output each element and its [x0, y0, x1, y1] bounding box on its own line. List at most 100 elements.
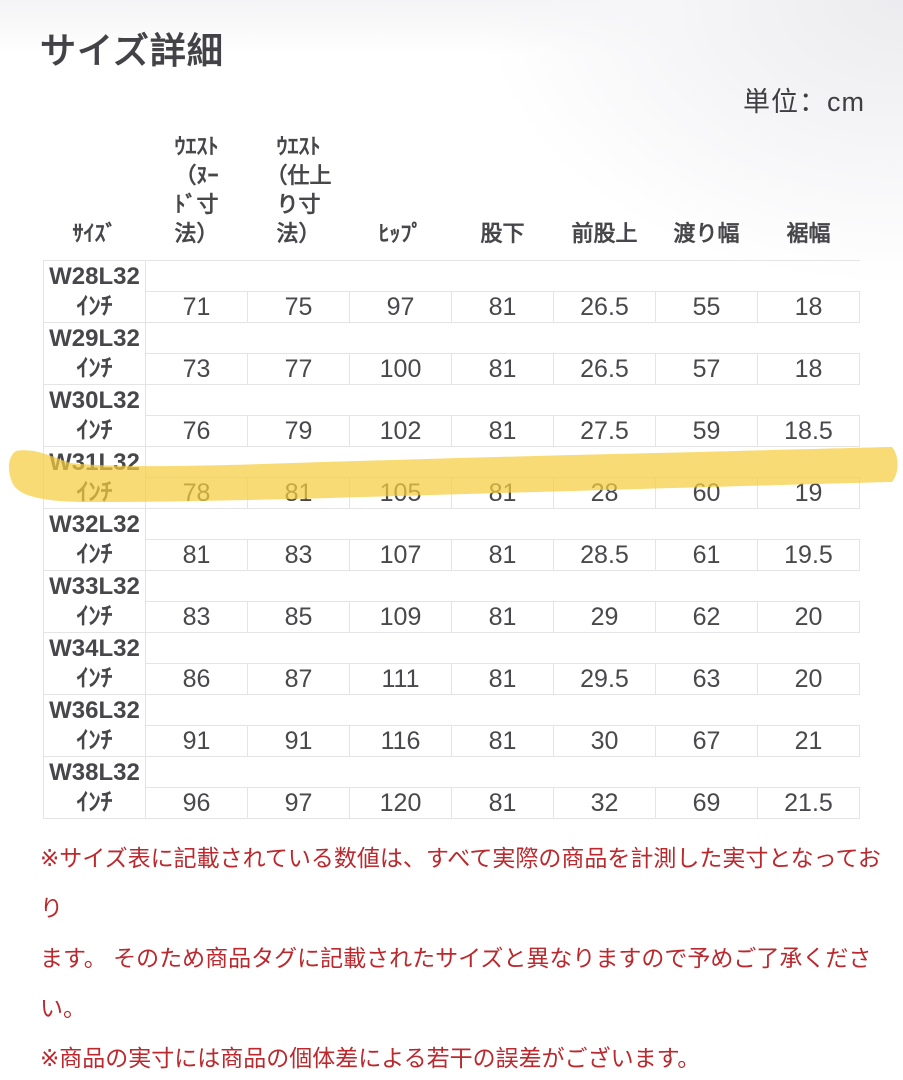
spacer-cell	[247, 570, 350, 602]
size-row: W30L32 ｲﾝﾁ	[43, 384, 860, 447]
spacer-cell	[553, 446, 656, 478]
spacer-cell	[349, 322, 452, 354]
size-row: W32L32 ｲﾝﾁ	[43, 508, 860, 571]
spacer-cell	[655, 446, 758, 478]
spacer-cell	[247, 632, 350, 664]
column-header: ｳｴｽﾄ （仕上 り寸 法）	[265, 134, 332, 246]
spacer-cell	[349, 694, 452, 726]
size-cell: W28L32 ｲﾝﾁ	[43, 260, 146, 323]
spacer-cell	[655, 322, 758, 354]
spacer-cell	[349, 260, 452, 292]
value-cell: 81	[451, 663, 554, 695]
spacer-cell	[655, 632, 758, 664]
spacer-cell	[349, 570, 452, 602]
value-cell: 85	[247, 601, 350, 633]
spacer-cell	[655, 756, 758, 788]
value-cell: 29.5	[553, 663, 656, 695]
value-cell: 60	[655, 477, 758, 509]
value-cell: 69	[655, 787, 758, 819]
value-cell: 105	[349, 477, 452, 509]
value-cell: 21	[757, 725, 860, 757]
spacer-cell	[553, 260, 656, 292]
spacer-cell	[247, 756, 350, 788]
size-row: W29L32 ｲﾝﾁ	[43, 322, 860, 385]
value-cell: 83	[247, 539, 350, 571]
value-cell: 81	[145, 539, 248, 571]
spacer-cell	[247, 260, 350, 292]
spacer-cell	[655, 508, 758, 540]
size-cell: W33L32 ｲﾝﾁ	[43, 570, 146, 633]
value-cell: 107	[349, 539, 452, 571]
spacer-cell	[247, 384, 350, 416]
size-row: W31L32 ｲﾝﾁ	[43, 446, 860, 509]
value-cell: 81	[451, 353, 554, 385]
value-cell: 87	[247, 663, 350, 695]
spacer-cell	[757, 570, 860, 602]
size-values-row: 73 77 100 81 26.5 57 18	[44, 353, 860, 385]
size-row: W36L32 ｲﾝﾁ	[43, 694, 860, 757]
spacer-cell	[145, 756, 248, 788]
spacer-cell	[553, 694, 656, 726]
spacer-cell	[145, 446, 248, 478]
spacer-cell	[757, 508, 860, 540]
value-cell: 120	[349, 787, 452, 819]
spacer-cell	[451, 756, 554, 788]
size-cell: W38L32 ｲﾝﾁ	[43, 756, 146, 819]
value-cell: 59	[655, 415, 758, 447]
size-cell: W30L32 ｲﾝﾁ	[43, 384, 146, 447]
value-cell: 67	[655, 725, 758, 757]
value-cell: 81	[451, 787, 554, 819]
size-table: ｻｲｽﾞ ｳｴｽﾄ （ﾇｰ ﾄﾞ寸 法） ｳｴｽﾄ （仕上 り寸 法） ﾋｯﾌﾟ 股下 前…	[43, 128, 860, 819]
spacer-cell	[247, 694, 350, 726]
spacer-cell	[553, 508, 656, 540]
spacer-cell	[349, 446, 452, 478]
value-cell: 71	[145, 291, 248, 323]
page-title: サイズ詳細	[40, 30, 224, 71]
value-cell: 81	[451, 477, 554, 509]
spacer-cell	[145, 322, 248, 354]
size-values-row: 91 91 116 81 30 67 21	[44, 725, 860, 757]
value-cell: 29	[553, 601, 656, 633]
size-cell: W32L32 ｲﾝﾁ	[43, 508, 146, 571]
spacer-cell	[655, 694, 758, 726]
value-cell: 63	[655, 663, 758, 695]
value-cell: 81	[451, 725, 554, 757]
value-cell: 20	[757, 601, 860, 633]
value-cell: 28.5	[553, 539, 656, 571]
value-cell: 73	[145, 353, 248, 385]
size-cell: W29L32 ｲﾝﾁ	[43, 322, 146, 385]
table-header-row: ｻｲｽﾞ ｳｴｽﾄ （ﾇｰ ﾄﾞ寸 法） ｳｴｽﾄ （仕上 り寸 法） ﾋｯﾌﾟ 股下 前…	[44, 128, 860, 261]
value-cell: 75	[247, 291, 350, 323]
spacer-cell	[757, 322, 860, 354]
spacer-cell	[451, 632, 554, 664]
spacer-cell	[757, 632, 860, 664]
note-paragraph: ※サイズ表に記載されている数値は、すべて実際の商品を計測した実寸となっており ま…	[40, 845, 881, 1021]
spacer-cell	[553, 322, 656, 354]
column-header: ｳｴｽﾄ （ﾇｰ ﾄﾞ寸 法）	[174, 134, 219, 246]
size-values-row: 86 87 111 81 29.5 63 20	[44, 663, 860, 695]
size-values-row: 78 81 105 81 28 60 19	[44, 477, 860, 509]
value-cell: 102	[349, 415, 452, 447]
value-cell: 77	[247, 353, 350, 385]
size-values-row: 96 97 120 81 32 69 21.5	[44, 787, 860, 819]
value-cell: 100	[349, 353, 452, 385]
spacer-cell	[145, 260, 248, 292]
spacer-cell	[655, 384, 758, 416]
value-cell: 78	[145, 477, 248, 509]
size-row: W28L32 ｲﾝﾁ	[43, 260, 860, 323]
note-paragraph: ※商品の実寸には商品の個体差による若干の誤差がございます。	[40, 1045, 701, 1071]
value-cell: 81	[451, 601, 554, 633]
spacer-cell	[655, 260, 758, 292]
unit-label: 単位：cm	[743, 87, 865, 117]
spacer-cell	[349, 384, 452, 416]
spacer-cell	[349, 508, 452, 540]
spacer-cell	[451, 384, 554, 416]
spacer-cell	[757, 756, 860, 788]
value-cell: 27.5	[553, 415, 656, 447]
size-values-row: 81 83 107 81 28.5 61 19.5	[44, 539, 860, 571]
spacer-cell	[451, 694, 554, 726]
spacer-cell	[757, 446, 860, 478]
spacer-cell	[757, 384, 860, 416]
value-cell: 97	[247, 787, 350, 819]
